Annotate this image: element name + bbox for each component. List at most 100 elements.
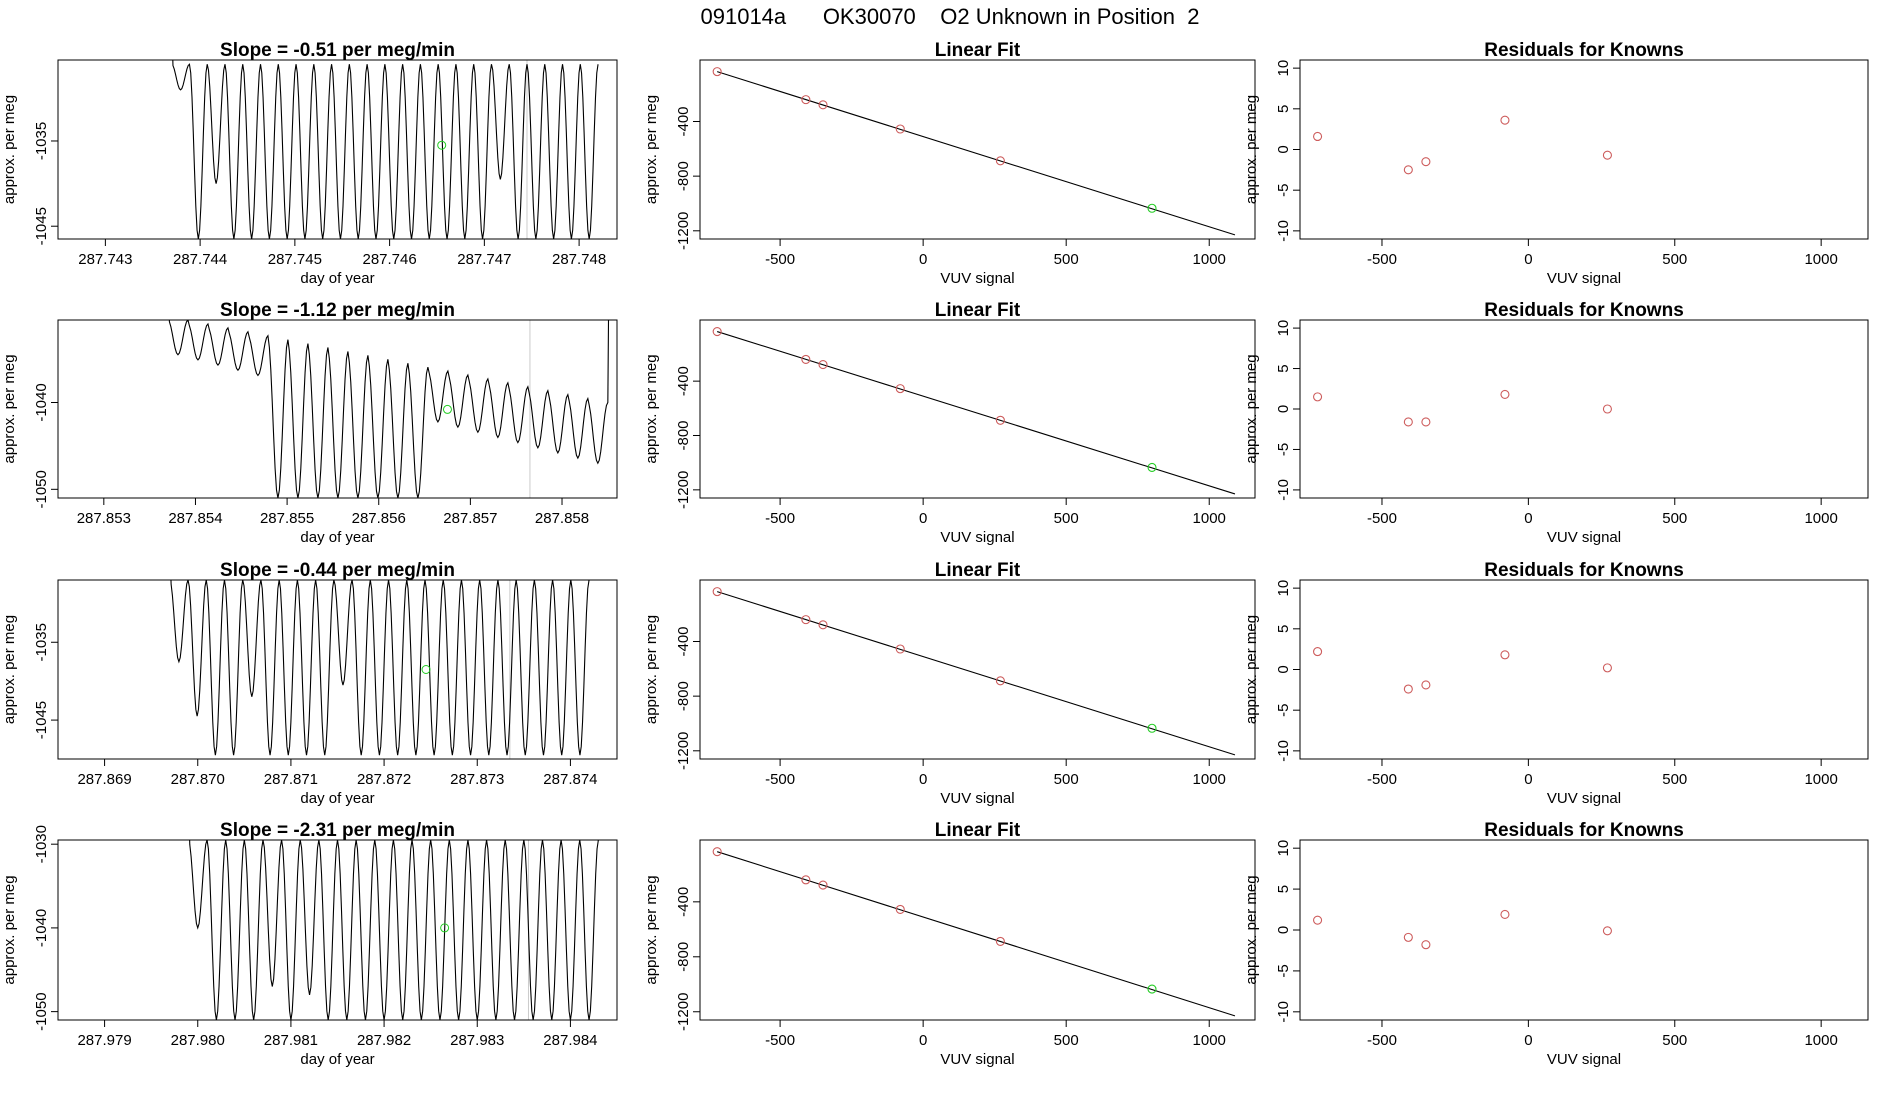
chart-title: Slope = -0.44 per meg/min (220, 560, 455, 581)
chart-panel-4: Slope = -1.12 per meg/min 287.853 287.854 2… (1, 300, 618, 546)
known-data-point (1602, 404, 1612, 414)
y-tick-label: -1035 (33, 122, 50, 160)
plot-frame (1299, 579, 1869, 760)
x-tick-label: 287.857 (443, 510, 497, 527)
plot-frame (699, 579, 1256, 760)
x-axis-label: VUV signal (940, 1051, 1014, 1068)
x-tick-label: 287.983 (450, 1032, 504, 1049)
y-axis-label: approx. per meg (643, 354, 660, 463)
known-data-point (1313, 647, 1323, 657)
unknown-data-point (1147, 462, 1157, 472)
chart-panel-9: Residuals for Knowns -500 0 500 1000 VUV sign… (1243, 560, 1869, 807)
y-tick-label: 10 (1275, 840, 1292, 857)
x-tick-label: 287.984 (543, 1032, 597, 1049)
chart-title: Linear Fit (935, 40, 1021, 61)
known-data-point (818, 880, 828, 890)
x-tick-label: 1000 (1193, 771, 1226, 788)
x-tick-label: -500 (765, 251, 795, 268)
plot-area (1313, 115, 1612, 175)
x-tick-label: 0 (1524, 251, 1532, 268)
x-tick-label: 287.982 (357, 1032, 411, 1049)
chart-title: Linear Fit (935, 300, 1021, 321)
plot-area (189, 840, 599, 1020)
x-axis-label: day of year (300, 790, 374, 807)
y-tick-label: -800 (675, 420, 692, 450)
plot-area (172, 60, 599, 239)
x-tick-label: 500 (1662, 1032, 1687, 1049)
x-axis-label: VUV signal (1547, 529, 1621, 546)
y-tick-label: -400 (675, 366, 692, 396)
chart-panel-1: Slope = -0.51 per meg/min 287.743 287.744 2… (1, 40, 618, 287)
x-tick-label: 1000 (1804, 510, 1837, 527)
y-tick-label: 0 (1275, 145, 1292, 153)
y-tick-label: 5 (1275, 885, 1292, 893)
plot-area (1313, 389, 1612, 427)
y-tick-label: 0 (1275, 926, 1292, 934)
known-data-point (895, 904, 905, 914)
plot-frame (57, 579, 618, 760)
x-axis-label: VUV signal (1547, 1051, 1621, 1068)
known-data-point (801, 95, 811, 105)
x-tick-label: 287.979 (77, 1032, 131, 1049)
x-tick-label: 287.748 (552, 251, 606, 268)
y-tick-label: -1030 (33, 825, 50, 863)
known-data-point (712, 587, 722, 597)
y-tick-label: -5 (1275, 964, 1292, 977)
y-axis-label: approx. per meg (1243, 615, 1260, 724)
x-tick-label: 287.873 (450, 771, 504, 788)
x-tick-label: 287.872 (357, 771, 411, 788)
x-tick-label: 287.746 (362, 251, 416, 268)
y-tick-label: 10 (1275, 320, 1292, 337)
x-tick-label: 0 (919, 510, 927, 527)
known-data-point (895, 384, 905, 394)
known-data-point (1421, 940, 1431, 950)
plot-area (712, 326, 1236, 495)
known-data-point (801, 354, 811, 364)
chart-panel-11: Linear Fit -500 0 500 1000 VUV signal -400 -800… (643, 820, 1256, 1068)
chart-title: Linear Fit (935, 820, 1021, 841)
y-tick-label: 5 (1275, 625, 1292, 633)
chart-panel-10: Slope = -2.31 per meg/min 287.979 287.980 2… (1, 820, 618, 1068)
plot-frame (699, 319, 1256, 499)
y-tick-label: -1035 (33, 623, 50, 661)
x-tick-label: 1000 (1193, 1032, 1226, 1049)
unknown-data-point (421, 665, 431, 674)
x-tick-label: 500 (1054, 510, 1079, 527)
y-tick-label: -800 (675, 161, 692, 191)
y-tick-label: -400 (675, 106, 692, 136)
x-tick-label: -500 (765, 510, 795, 527)
known-data-point (1602, 663, 1612, 673)
x-tick-label: 500 (1662, 771, 1687, 788)
chart-title: Residuals for Knowns (1484, 560, 1684, 581)
x-tick-label: 287.871 (264, 771, 318, 788)
y-axis-label: approx. per meg (643, 95, 660, 204)
y-tick-label: -1045 (33, 207, 50, 245)
plot-area (1313, 647, 1612, 694)
x-tick-label: -500 (765, 1032, 795, 1049)
y-axis-label: approx. per meg (1243, 875, 1260, 984)
chart-title: Slope = -1.12 per meg/min (220, 300, 455, 321)
known-data-point (995, 156, 1005, 166)
x-axis-label: day of year (300, 1051, 374, 1068)
known-data-point (1602, 926, 1612, 936)
y-tick-label: -800 (675, 681, 692, 711)
x-tick-label: 287.744 (173, 251, 227, 268)
x-tick-label: 1000 (1193, 510, 1226, 527)
y-tick-label: -1200 (675, 212, 692, 250)
y-tick-label: -1200 (675, 471, 692, 509)
y-tick-label: -5 (1275, 704, 1292, 717)
known-data-point (1602, 150, 1612, 160)
y-tick-label: -5 (1275, 443, 1292, 456)
known-data-point (1313, 915, 1323, 925)
known-data-point (1500, 115, 1510, 125)
x-tick-label: 1000 (1804, 771, 1837, 788)
x-tick-label: 287.743 (78, 251, 132, 268)
figure-title: 091014a OK30070 O2 Unknown in Position 2 (700, 4, 1200, 29)
plot-area (712, 67, 1236, 236)
x-tick-label: 500 (1662, 510, 1687, 527)
chart-title: Slope = -0.51 per meg/min (220, 40, 455, 61)
x-tick-label: -500 (1367, 251, 1397, 268)
known-data-point (1500, 909, 1510, 920)
known-data-point (712, 847, 722, 857)
x-tick-label: 0 (1524, 510, 1532, 527)
